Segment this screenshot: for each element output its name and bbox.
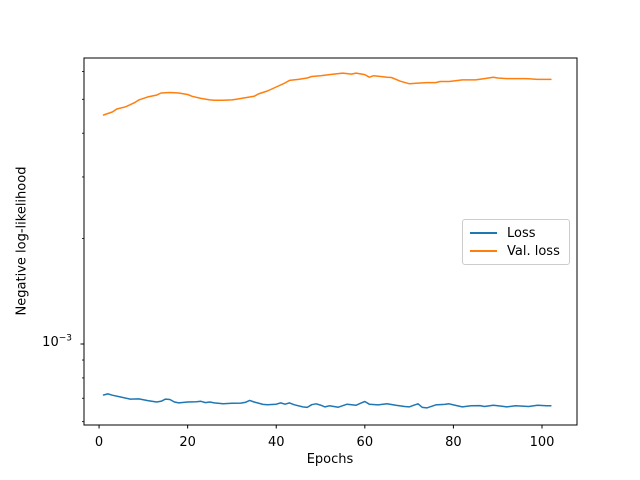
loss-line-sample [470, 232, 497, 234]
y-tick-exponent: −3 [58, 333, 72, 344]
x-tick-label: 20 [179, 435, 196, 450]
legend: Loss Val. loss [462, 219, 570, 265]
y-axis-label: Negative log-likelihood [14, 166, 30, 316]
legend-item-val-loss: Val. loss [463, 242, 569, 260]
x-tick-label: 0 [95, 435, 103, 450]
x-axis-label: Epochs [306, 452, 354, 467]
x-tick-label: 40 [268, 435, 285, 450]
y-tick-base: 10 [42, 335, 59, 350]
axes-spines [83, 57, 578, 426]
legend-label-loss: Loss [507, 225, 536, 241]
x-tick-label: 80 [445, 435, 462, 450]
legend-item-loss: Loss [463, 224, 569, 242]
val-loss-line-sample [470, 250, 497, 252]
x-tick-label: 60 [357, 435, 374, 450]
legend-label-val-loss: Val. loss [507, 243, 560, 259]
val-loss-line [102, 72, 552, 116]
x-tick-label: 100 [530, 435, 555, 450]
loss-line [102, 393, 552, 409]
y-tick-label: 10−3 [34, 333, 72, 351]
